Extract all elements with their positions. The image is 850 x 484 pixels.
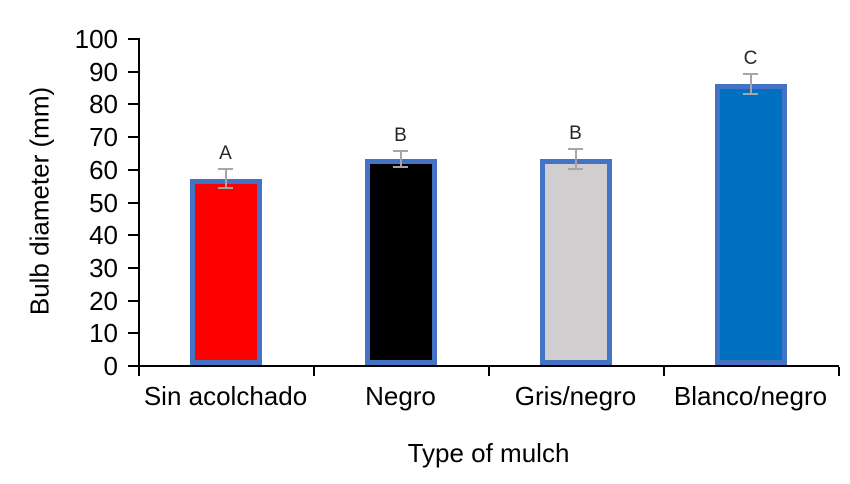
y-tick-label: 10 [89,318,118,349]
bar-negro [364,158,437,365]
significance-letter: C [743,47,758,69]
category-label: Sin acolchado [143,381,308,411]
y-tick-mark [128,234,138,237]
error-bar-cap [743,72,758,75]
error-bar-cap [393,149,408,152]
y-tick-mark [128,70,138,73]
y-tick-label: 100 [74,24,118,54]
significance-letter: B [569,123,582,145]
y-axis-line [138,38,140,367]
category-label: Blanco/negro [673,381,828,411]
significance-letter: B [394,124,407,146]
significance-letter: A [219,142,232,164]
y-tick-mark [128,103,138,106]
y-tick-mark [128,365,138,367]
x-tick-mark [488,367,490,376]
y-tick-mark [128,201,138,204]
error-bar-cap [218,187,233,190]
y-tick-label: 60 [89,154,118,185]
y-tick-label: 0 [103,351,118,381]
error-bar-cap [218,167,233,170]
error-bar-line [224,168,227,189]
y-tick-mark [128,266,138,269]
x-tick-mark [838,367,840,376]
x-axis-label: Type of mulch [407,438,570,468]
error-bar-line [749,73,752,94]
y-tick-mark [128,136,138,139]
error-bar-cap [393,166,408,169]
y-axis-label: Bulb diameter (mm) [24,86,55,316]
category-label: Gris/negro [514,381,637,411]
y-tick-label: 40 [89,220,118,251]
y-tick-mark [128,168,138,171]
y-tick-label: 20 [89,285,118,316]
bar-blanco-negro [714,83,787,365]
error-bar-cap [743,92,758,95]
x-axis-line [138,365,839,367]
error-bar-line [574,149,577,169]
error-bar-line [399,150,402,168]
bar-gris-negro [539,158,612,365]
y-tick-label: 50 [89,187,118,218]
y-tick-label: 30 [89,252,118,283]
x-tick-mark [138,367,140,376]
y-tick-label: 70 [89,122,118,153]
y-tick-label: 80 [89,89,118,120]
bar-sin-acolchado [189,178,262,365]
x-tick-mark [663,367,665,376]
y-tick-mark [128,299,138,302]
x-tick-mark [313,367,315,376]
y-tick-mark [128,38,138,40]
y-tick-label: 90 [89,56,118,87]
y-tick-mark [128,332,138,335]
error-bar-cap [568,148,583,151]
error-bar-cap [568,167,583,170]
category-label: Negro [365,381,436,411]
